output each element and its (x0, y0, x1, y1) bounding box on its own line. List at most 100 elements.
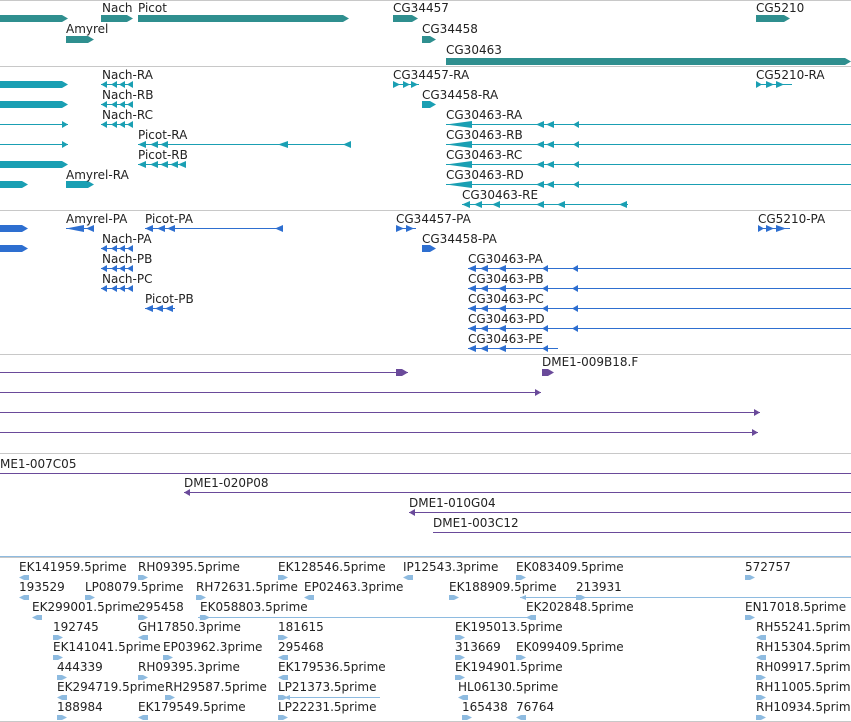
est-ep02463-3prime-glyph[interactable] (304, 595, 314, 600)
protein-glyph-cg30463-pb[interactable] (468, 285, 851, 292)
bac-clone-glyph-dme1-010g04[interactable] (409, 509, 851, 516)
est-lp22231-5prime-glyph[interactable] (278, 715, 288, 720)
est-444339-glyph[interactable] (57, 675, 67, 680)
protein-glyph-cg34457-pa[interactable] (396, 225, 416, 232)
protein-glyph-cg30463-pa[interactable] (468, 265, 851, 272)
gene-glyph-cg34457[interactable] (393, 15, 418, 22)
est-rh15304-5prime-glyph[interactable] (756, 655, 766, 660)
protein-glyph-picot-pa[interactable] (145, 225, 283, 232)
est-ek141041-5prime-glyph[interactable] (53, 655, 63, 660)
est-span-glyph[interactable] (520, 595, 851, 600)
protein-glyph-cg34458-pa[interactable] (422, 245, 436, 252)
bac-clone-end-glyph[interactable] (396, 369, 408, 376)
transcript-glyph-cg30463-rc[interactable] (446, 161, 851, 168)
est-rh09395-3prime-glyph[interactable] (138, 675, 148, 680)
est-ip12543-3prime-glyph[interactable] (403, 575, 413, 580)
protein-glyph-amyrel-pa[interactable] (66, 225, 94, 232)
est-lp21373-5prime-glyph[interactable] (278, 695, 288, 700)
gene-glyph-amyrel[interactable] (66, 36, 94, 43)
protein-glyph-picot-pb[interactable] (145, 305, 175, 312)
est-ek294719-5prime-glyph[interactable] (57, 695, 67, 700)
transcript-glyph[interactable] (0, 141, 68, 148)
est-ek195013-5prime-glyph[interactable] (455, 635, 465, 640)
est-ek299001-5prime-glyph[interactable] (32, 615, 42, 620)
est-en17018-5prime-glyph[interactable] (745, 615, 755, 620)
est-188984-glyph[interactable] (57, 715, 67, 720)
est-ek179536-5prime-glyph[interactable] (278, 675, 288, 680)
est-rh09395-5prime-glyph[interactable] (138, 575, 148, 580)
bac-clone-glyph[interactable] (0, 369, 408, 376)
gene-glyph[interactable] (0, 15, 68, 22)
bac-clone-glyph[interactable] (0, 389, 541, 396)
transcript-glyph[interactable] (0, 81, 68, 88)
est-ek128546-5prime-glyph[interactable] (278, 575, 288, 580)
protein-glyph-cg30463-pe[interactable] (468, 345, 558, 352)
bac-clone-glyph-dme1-020p08[interactable] (184, 489, 851, 496)
est-gh17850-3prime-glyph[interactable] (138, 635, 148, 640)
transcript-glyph-cg30463-rd[interactable] (446, 181, 851, 188)
transcript-glyph[interactable] (0, 161, 68, 168)
transcript-glyph-nach-rb[interactable] (101, 101, 133, 108)
est-hl06130-5prime-glyph[interactable] (458, 695, 468, 700)
est-rh55241-5prime-glyph[interactable] (756, 635, 766, 640)
transcript-glyph-cg34458-ra[interactable] (422, 101, 436, 108)
est-181615-glyph[interactable] (278, 635, 288, 640)
gene-glyph-picot[interactable] (138, 15, 349, 22)
est-76764-glyph[interactable] (516, 715, 526, 720)
est-ek202848-5prime-glyph[interactable] (526, 615, 536, 620)
bac-clone-glyph-dme1-003c12[interactable] (433, 529, 851, 536)
est-ek141959-5prime-glyph[interactable] (19, 575, 29, 580)
est-rh11005-5prime-glyph[interactable] (756, 695, 766, 700)
est-span-glyph[interactable] (284, 695, 380, 700)
transcript-glyph-amyrel-ra[interactable] (66, 181, 94, 188)
transcript-glyph[interactable] (0, 101, 68, 108)
est-span-glyph[interactable] (198, 615, 528, 620)
est-ep03962-3prime-glyph[interactable] (163, 655, 173, 660)
est-165438-glyph[interactable] (462, 715, 472, 720)
transcript-glyph-cg34457-ra[interactable] (393, 81, 419, 88)
transcript-glyph[interactable] (0, 181, 28, 188)
protein-glyph-nach-pc[interactable] (101, 285, 133, 292)
gene-glyph-cg30463[interactable] (446, 58, 851, 65)
est-rh29587-5prime-glyph[interactable] (165, 695, 175, 700)
gene-glyph-cg34458[interactable] (422, 36, 436, 43)
est-lp08079-5prime-glyph[interactable] (85, 595, 95, 600)
bac-clone-glyph[interactable] (0, 409, 760, 416)
est-572757-glyph[interactable] (745, 575, 755, 580)
est-ek099409-5prime-glyph[interactable] (516, 655, 526, 660)
est-ek083409-5prime-glyph[interactable] (516, 575, 526, 580)
bac-clone-glyph-dme1-009b18[interactable] (542, 369, 554, 376)
transcript-glyph-picot-ra[interactable] (138, 141, 351, 148)
est-193529-glyph[interactable] (19, 595, 29, 600)
est-ek179549-5prime-glyph[interactable] (138, 715, 148, 720)
protein-glyph-cg5210-pa[interactable] (758, 225, 790, 232)
transcript-glyph-nach-rc[interactable] (101, 121, 133, 128)
protein-glyph[interactable] (0, 225, 28, 232)
est-rh10934-5prime-glyph[interactable] (756, 715, 766, 720)
transcript-glyph[interactable] (0, 121, 68, 128)
protein-glyph-nach-pa[interactable] (101, 245, 133, 252)
est-313669-glyph[interactable] (455, 655, 465, 660)
gene-glyph-cg5210[interactable] (756, 15, 790, 22)
est-rh09917-5prime-glyph[interactable] (756, 675, 766, 680)
est-ek194901-5prime-glyph[interactable] (455, 675, 465, 680)
transcript-glyph-cg30463-rb[interactable] (446, 141, 851, 148)
protein-glyph-cg30463-pc[interactable] (468, 305, 851, 312)
bac-clone-glyph[interactable] (0, 429, 758, 436)
est-ek188909-5prime-glyph[interactable] (449, 595, 459, 600)
transcript-glyph-cg30463-re[interactable] (462, 201, 628, 208)
protein-glyph-nach-pb[interactable] (101, 265, 133, 272)
gene-glyph-nach[interactable] (101, 15, 133, 22)
est-192745-glyph[interactable] (53, 635, 63, 640)
est-rh72631-5prime-glyph[interactable] (196, 595, 206, 600)
protein-glyph-cg30463-pd[interactable] (468, 325, 851, 332)
transcript-glyph-cg5210-ra[interactable] (756, 81, 792, 88)
est-295458-glyph[interactable] (138, 615, 148, 620)
transcript-glyph-picot-rb[interactable] (138, 161, 186, 168)
est-span-glyph[interactable] (0, 555, 851, 558)
transcript-glyph-nach-ra[interactable] (101, 81, 133, 88)
bac-clone-glyph-me1-007c05[interactable] (0, 471, 851, 476)
transcript-glyph-cg30463-ra[interactable] (446, 121, 851, 128)
est-295468-glyph[interactable] (278, 655, 288, 660)
protein-glyph[interactable] (0, 245, 28, 252)
